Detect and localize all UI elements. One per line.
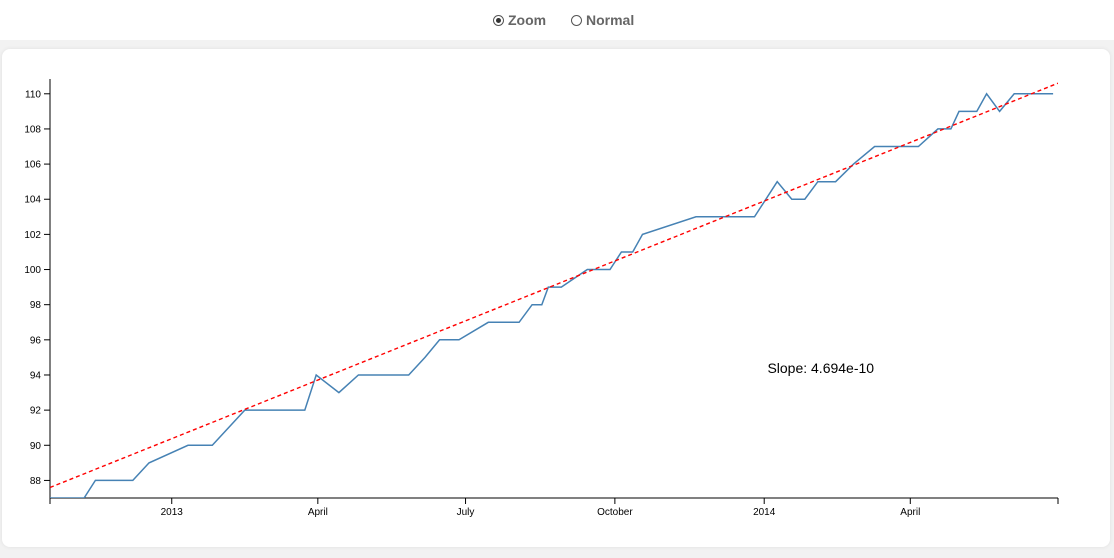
slope-annotation: Slope: 4.694e-10 bbox=[767, 360, 874, 376]
zoom-radio-button[interactable] bbox=[493, 14, 504, 26]
x-tick-label: October bbox=[597, 507, 633, 518]
normal-radio-option[interactable]: Normal bbox=[571, 11, 634, 29]
y-tick-label: 106 bbox=[24, 160, 41, 171]
y-tick-label: 108 bbox=[24, 124, 41, 135]
y-tick-label: 98 bbox=[30, 300, 42, 311]
x-tick-label: April bbox=[900, 507, 920, 518]
normal-label: Normal bbox=[586, 12, 635, 28]
x-tick-label: July bbox=[457, 507, 475, 518]
x-tick-label: 2014 bbox=[753, 507, 776, 518]
y-tick-label: 90 bbox=[30, 441, 42, 452]
y-tick-label: 88 bbox=[30, 476, 42, 487]
data-series-line bbox=[50, 92, 1054, 498]
y-tick-label: 110 bbox=[25, 89, 41, 100]
x-tick-label: April bbox=[308, 507, 328, 518]
normal-radio-button[interactable] bbox=[571, 14, 582, 26]
y-tick-label: 100 bbox=[24, 265, 41, 276]
chart-area: 88 90 92 94 96 98 100 102 104 106 108 110 2013 April J… bbox=[24, 79, 1059, 518]
y-tick-label: 104 bbox=[24, 195, 41, 206]
y-tick-label: 92 bbox=[30, 406, 42, 417]
chart-card: 88 90 92 94 96 98 100 102 104 106 108 110 2013 April J… bbox=[2, 49, 1110, 547]
zoom-label: Zoom bbox=[508, 12, 547, 28]
trend-line bbox=[50, 82, 1058, 489]
zoom-radio-option[interactable]: Zoom bbox=[493, 11, 546, 29]
y-tick-label: 94 bbox=[30, 370, 42, 381]
y-tick-label: 96 bbox=[30, 335, 42, 346]
y-tick-label: 102 bbox=[24, 230, 41, 241]
mode-toggle-bar: Zoom Normal bbox=[0, 0, 1114, 40]
x-tick-label: 2013 bbox=[161, 507, 184, 518]
